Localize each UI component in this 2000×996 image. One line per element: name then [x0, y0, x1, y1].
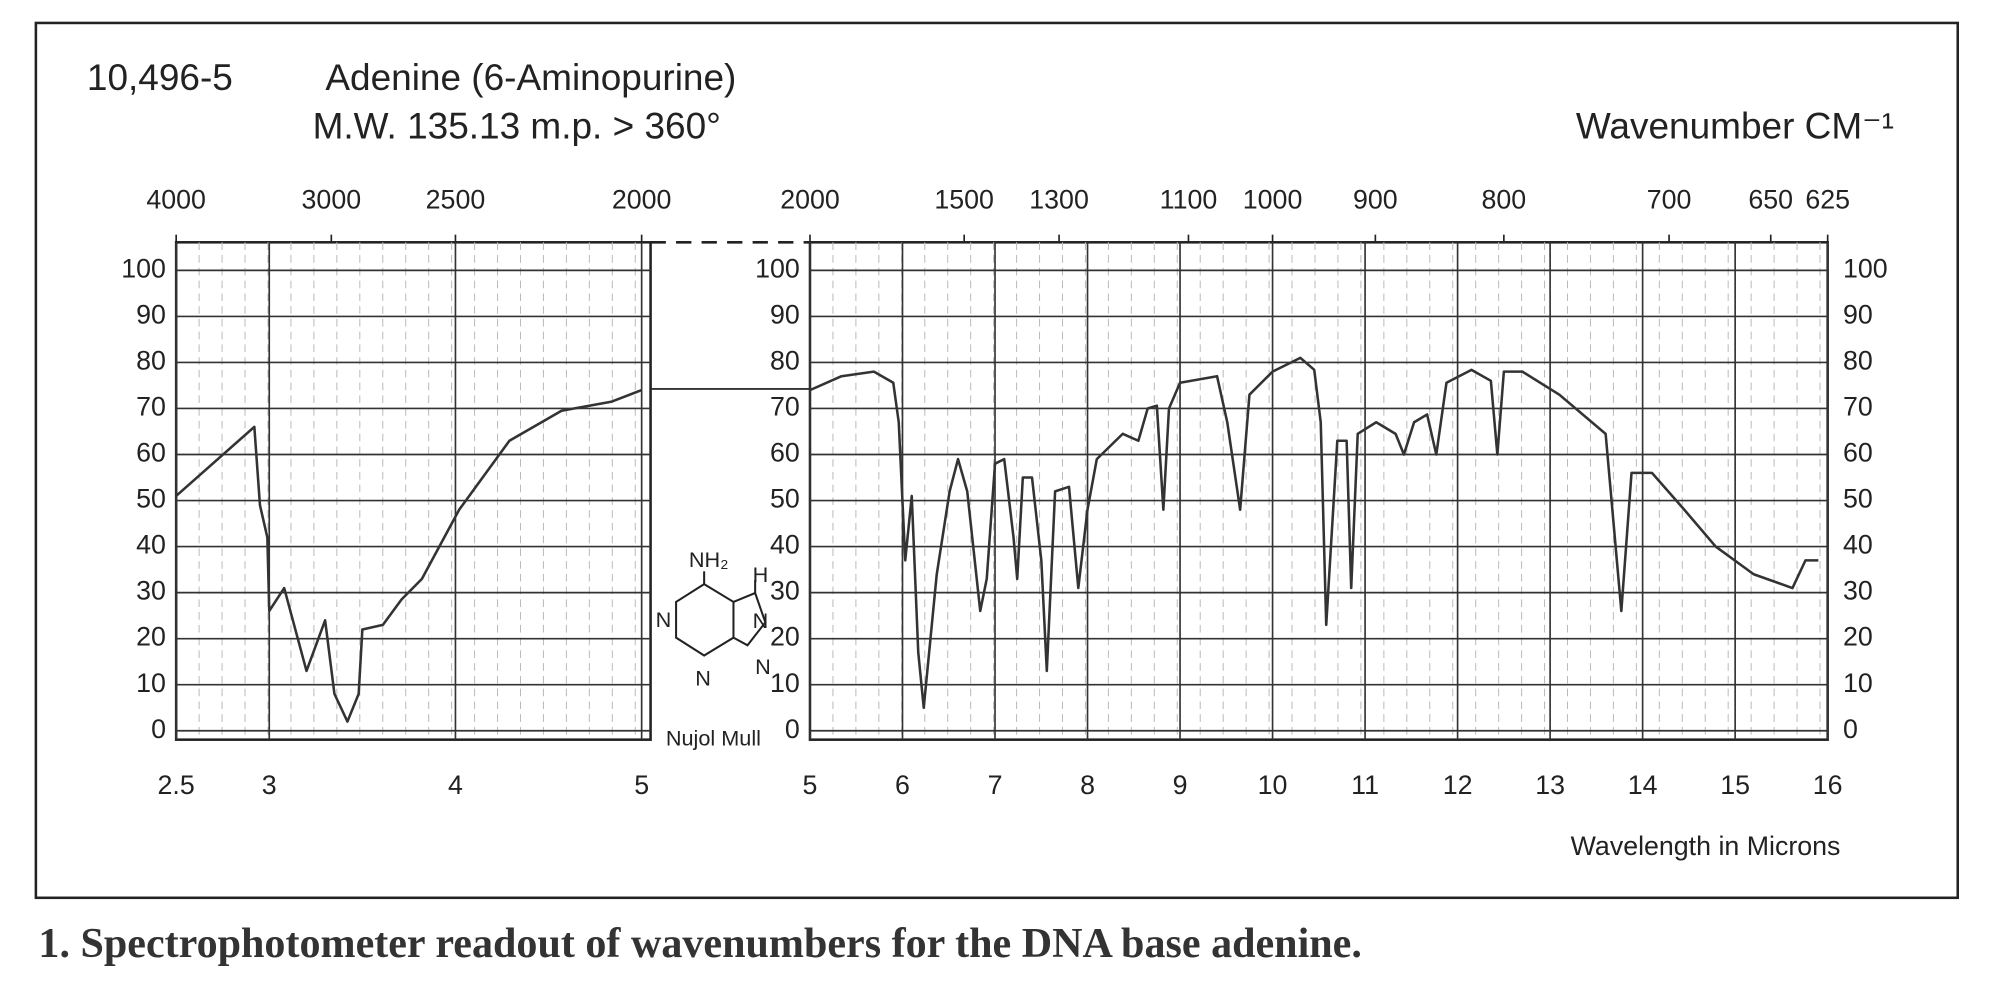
- catalog-number: 10,496-5: [87, 57, 233, 98]
- y-tick-label: 80: [770, 346, 800, 376]
- y-tick-label: 70: [136, 392, 166, 422]
- y-tick-label: 90: [136, 299, 166, 329]
- top-tick-label: 625: [1805, 185, 1850, 215]
- y-tick-label: 40: [1843, 530, 1873, 560]
- y-tick-label: 50: [136, 484, 166, 514]
- properties: M.W. 135.13 m.p. > 360°: [313, 106, 721, 147]
- top-tick-label: 1300: [1029, 185, 1089, 215]
- y-tick-label: 70: [770, 392, 800, 422]
- y-tick-label: 100: [121, 253, 166, 283]
- x-tick-label: 6: [895, 770, 910, 800]
- top-tick-label: 4000: [146, 185, 206, 215]
- caption: 1. Spectrophotometer readout of wavenumb…: [38, 921, 1361, 967]
- x-tick-label: 15: [1720, 770, 1750, 800]
- amine-label: NH₂: [689, 547, 729, 572]
- y-tick-label: 0: [785, 714, 800, 744]
- top-tick-label: 650: [1748, 185, 1793, 215]
- y-tick-label: 30: [1843, 576, 1873, 606]
- y-tick-label: 50: [770, 484, 800, 514]
- spectrum-line: [809, 356, 1819, 710]
- y-tick-label: 20: [1843, 622, 1873, 652]
- top-tick-label: 3000: [302, 185, 362, 215]
- x-tick-label: 5: [803, 770, 818, 800]
- x-tick-label: 10: [1258, 770, 1288, 800]
- y-tick-label: 10: [1843, 668, 1873, 698]
- x-tick-label: 5: [634, 770, 649, 800]
- x-tick-label: 3: [262, 770, 277, 800]
- top-tick-label: 700: [1647, 185, 1692, 215]
- y-tick-label: 40: [770, 530, 800, 560]
- nitrogen-label: N: [695, 665, 711, 690]
- adenine-structure: [675, 571, 767, 657]
- top-tick-label: 1500: [934, 185, 994, 215]
- x-tick-label: 16: [1813, 770, 1843, 800]
- y-tick-label: 10: [770, 668, 800, 698]
- y-tick-label: 90: [1843, 299, 1873, 329]
- y-tick-label: 30: [770, 576, 800, 606]
- y-tick-label: 60: [1843, 438, 1873, 468]
- y-tick-label: 10: [136, 668, 166, 698]
- compound-name: Adenine (6-Aminopurine): [325, 57, 736, 98]
- nitrogen-label: N: [753, 608, 769, 633]
- y-tick-label: 90: [770, 299, 800, 329]
- top-tick-label: 2000: [612, 185, 672, 215]
- x-tick-label: 9: [1173, 770, 1188, 800]
- nitrogen-label: N: [656, 607, 672, 632]
- top-axis-title: Wavenumber CM⁻¹: [1576, 106, 1894, 147]
- top-tick-label: 1100: [1160, 185, 1218, 215]
- y-tick-label: 50: [1843, 484, 1873, 514]
- x-tick-label: 12: [1443, 770, 1473, 800]
- y-tick-label: 60: [770, 438, 800, 468]
- x-tick-label: 11: [1351, 770, 1379, 800]
- y-tick-label: 70: [1843, 392, 1873, 422]
- plot-area: [174, 241, 652, 741]
- y-tick-label: 20: [136, 622, 166, 652]
- x-tick-label: 4: [448, 770, 463, 800]
- sample-note: Nujol Mull: [666, 725, 761, 750]
- frame: [34, 21, 1960, 900]
- top-tick-label: 800: [1482, 185, 1527, 215]
- hydrogen-label: H: [753, 562, 769, 587]
- y-tick-label: 0: [1843, 714, 1858, 744]
- y-tick-label: 100: [1843, 253, 1888, 283]
- x-tick-label: 14: [1628, 770, 1658, 800]
- y-tick-label: 0: [151, 714, 166, 744]
- x-tick-label: 2.5: [158, 770, 195, 800]
- y-tick-label: 40: [136, 530, 166, 560]
- plot-area: [808, 241, 1829, 741]
- x-tick-label: 7: [988, 770, 1003, 800]
- y-tick-label: 100: [755, 253, 800, 283]
- top-tick-label: 1000: [1243, 185, 1303, 215]
- spectrum-line: [175, 388, 643, 723]
- y-tick-label: 80: [1843, 346, 1873, 376]
- y-tick-label: 60: [136, 438, 166, 468]
- x-axis-title: Wavelength in Microns: [1571, 831, 1841, 861]
- top-tick-label: 900: [1353, 185, 1398, 215]
- y-tick-label: 30: [136, 576, 166, 606]
- x-tick-label: 8: [1080, 770, 1095, 800]
- top-tick-label: 2000: [780, 185, 840, 215]
- nitrogen-label: N: [755, 654, 771, 679]
- y-tick-label: 80: [136, 346, 166, 376]
- y-tick-label: 20: [770, 622, 800, 652]
- x-tick-label: 13: [1535, 770, 1565, 800]
- top-tick-label: 2500: [426, 185, 486, 215]
